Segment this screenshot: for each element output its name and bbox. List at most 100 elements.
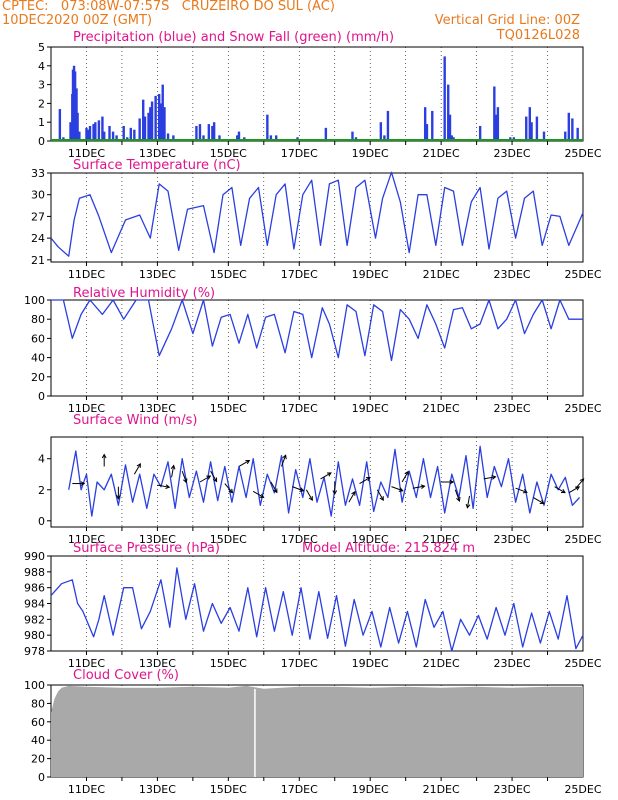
y-tick-label: 990 <box>24 550 45 563</box>
y-tick-label: 100 <box>24 679 45 692</box>
wind-arrow <box>376 489 384 502</box>
wind-arrow <box>568 486 581 494</box>
y-tick-label: 982 <box>24 613 45 626</box>
panel-1: 11DEC 13DEC 15DEC 17DEC 19DEC 21DEC 23DEC 25DEC… <box>38 30 602 160</box>
y-tick-label: 0 <box>38 390 45 403</box>
x-tick-label: 25DEC <box>564 402 601 415</box>
x-tick-label: 21DEC <box>423 147 460 160</box>
precip-bar <box>163 107 166 141</box>
wind-arrow <box>412 484 426 490</box>
y-tick-label: 3 <box>38 79 45 92</box>
x-tick-label: 17DEC <box>281 657 318 670</box>
precip-bar <box>564 131 567 141</box>
x-tick-label: 23DEC <box>494 533 531 546</box>
precip-bar <box>211 125 214 141</box>
y-tick-label: 80 <box>31 697 45 710</box>
x-tick-label: 25DEC <box>564 268 601 281</box>
series-line <box>68 445 580 517</box>
precip-bar <box>207 124 211 141</box>
y-tick-label: 100 <box>24 294 45 307</box>
precip-bar <box>237 131 241 141</box>
precip-bar <box>58 109 62 141</box>
panel-5: 11DEC 13DEC 15DEC 17DEC 19DEC 21DEC 23DEC 25DEC… <box>24 541 602 670</box>
wind-arrow <box>252 490 265 498</box>
panel-title: Surface Temperature (nC) <box>73 158 241 173</box>
y-tick-label: 2 <box>38 97 45 110</box>
y-tick-label: 30 <box>31 189 45 202</box>
panel-title: Cloud Cover (%) <box>73 668 179 683</box>
wind-arrow <box>348 490 356 503</box>
precip-bar <box>567 112 571 141</box>
precip-bar <box>195 125 198 141</box>
wind-arrow <box>181 470 188 484</box>
x-tick-label: 17DEC <box>281 147 318 160</box>
precip-bar <box>478 125 482 141</box>
plot-frame <box>50 46 584 142</box>
precip-bar <box>94 122 97 141</box>
precip-bar <box>525 116 528 141</box>
wind-arrow <box>554 486 566 494</box>
precip-bar <box>143 116 147 141</box>
precip-bar <box>571 118 574 141</box>
x-tick-label: 15DEC <box>210 783 247 796</box>
header-station-line: CPTEC: 073:08W-07:57S CRUZEIRO DO SUL (A… <box>2 0 335 14</box>
precip-bar <box>149 107 152 141</box>
wind-arrow <box>157 484 171 489</box>
wind-arrow <box>454 489 461 503</box>
precip-bar <box>166 133 170 141</box>
precip-bar <box>266 114 269 141</box>
x-tick-label: 13DEC <box>139 783 176 796</box>
precip-bar <box>138 118 141 141</box>
x-tick-label: 17DEC <box>281 533 318 546</box>
precip-bar <box>142 99 145 141</box>
y-tick-label: 2 <box>38 484 45 497</box>
wind-arrow <box>515 487 528 494</box>
cloud-area <box>51 685 583 777</box>
y-tick-label: 60 <box>31 716 45 729</box>
y-tick-label: 1 <box>38 116 45 129</box>
panel-title: Relative Humidity (%) <box>73 286 215 301</box>
precip-bar <box>530 122 533 141</box>
precip-bar <box>122 125 125 141</box>
y-tick-label: 984 <box>24 598 45 611</box>
x-tick-label: 25DEC <box>564 657 601 670</box>
wind-arrow <box>238 459 251 467</box>
series-line <box>51 299 583 362</box>
y-tick-label: 21 <box>31 254 45 267</box>
y-tick-label: 0 <box>38 135 45 148</box>
x-tick-label: 13DEC <box>139 657 176 670</box>
y-tick-label: 20 <box>31 753 45 766</box>
precip-bar <box>85 127 88 141</box>
wind-arrow <box>270 481 278 494</box>
x-tick-label: 17DEC <box>281 402 318 415</box>
precip-bar <box>383 135 386 141</box>
precip-bar <box>202 135 205 141</box>
y-tick-label: 988 <box>24 566 45 579</box>
precip-bar <box>73 71 77 141</box>
series-line <box>50 567 584 652</box>
precip-bar <box>423 107 427 141</box>
precip-bar <box>115 135 118 141</box>
wind-arrow <box>292 486 305 492</box>
x-tick-label: 11DEC <box>68 783 105 796</box>
x-tick-label: 11DEC <box>68 147 105 160</box>
wind-arrow <box>199 475 212 483</box>
wind-arrow <box>210 470 218 483</box>
y-tick-label: 27 <box>31 210 45 223</box>
precip-bar <box>101 116 104 141</box>
precip-bar <box>157 94 161 141</box>
x-tick-label: 15DEC <box>210 533 247 546</box>
y-tick-label: 978 <box>24 645 45 658</box>
x-tick-label: 15DEC <box>210 402 247 415</box>
y-tick-label: 60 <box>31 332 45 345</box>
wind-arrow <box>533 497 545 505</box>
plot-frame <box>50 299 584 397</box>
panel-6: 11DEC 13DEC 15DEC 17DEC 19DEC 21DEC 23DEC 25DEC… <box>24 668 602 796</box>
x-tick-label: 19DEC <box>352 268 389 281</box>
precip-bar <box>275 135 278 141</box>
precip-bar <box>97 120 101 141</box>
y-tick-label: 4 <box>38 60 45 73</box>
x-tick-label: 21DEC <box>423 657 460 670</box>
panel-2: 11DEC 13DEC 15DEC 17DEC 19DEC 21DEC 23DEC 25DEC… <box>31 158 602 281</box>
wind-arrow <box>305 489 313 502</box>
